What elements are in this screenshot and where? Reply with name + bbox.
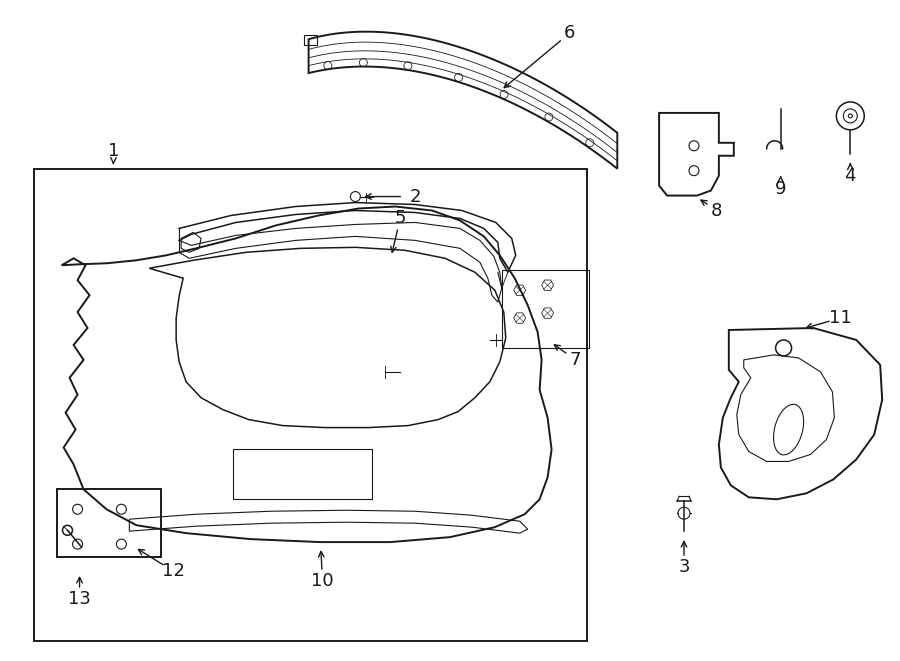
- Text: 9: 9: [775, 180, 787, 198]
- Text: 7: 7: [570, 351, 581, 369]
- Text: 4: 4: [844, 167, 856, 184]
- Text: 2: 2: [410, 188, 421, 206]
- Text: 12: 12: [162, 562, 184, 580]
- Text: 11: 11: [829, 309, 851, 327]
- Text: 3: 3: [679, 558, 689, 576]
- Text: 1: 1: [108, 141, 119, 160]
- Text: 6: 6: [563, 24, 575, 42]
- Text: 5: 5: [394, 210, 406, 227]
- Text: 8: 8: [711, 202, 723, 219]
- Text: 10: 10: [311, 572, 334, 590]
- Text: 13: 13: [68, 590, 91, 608]
